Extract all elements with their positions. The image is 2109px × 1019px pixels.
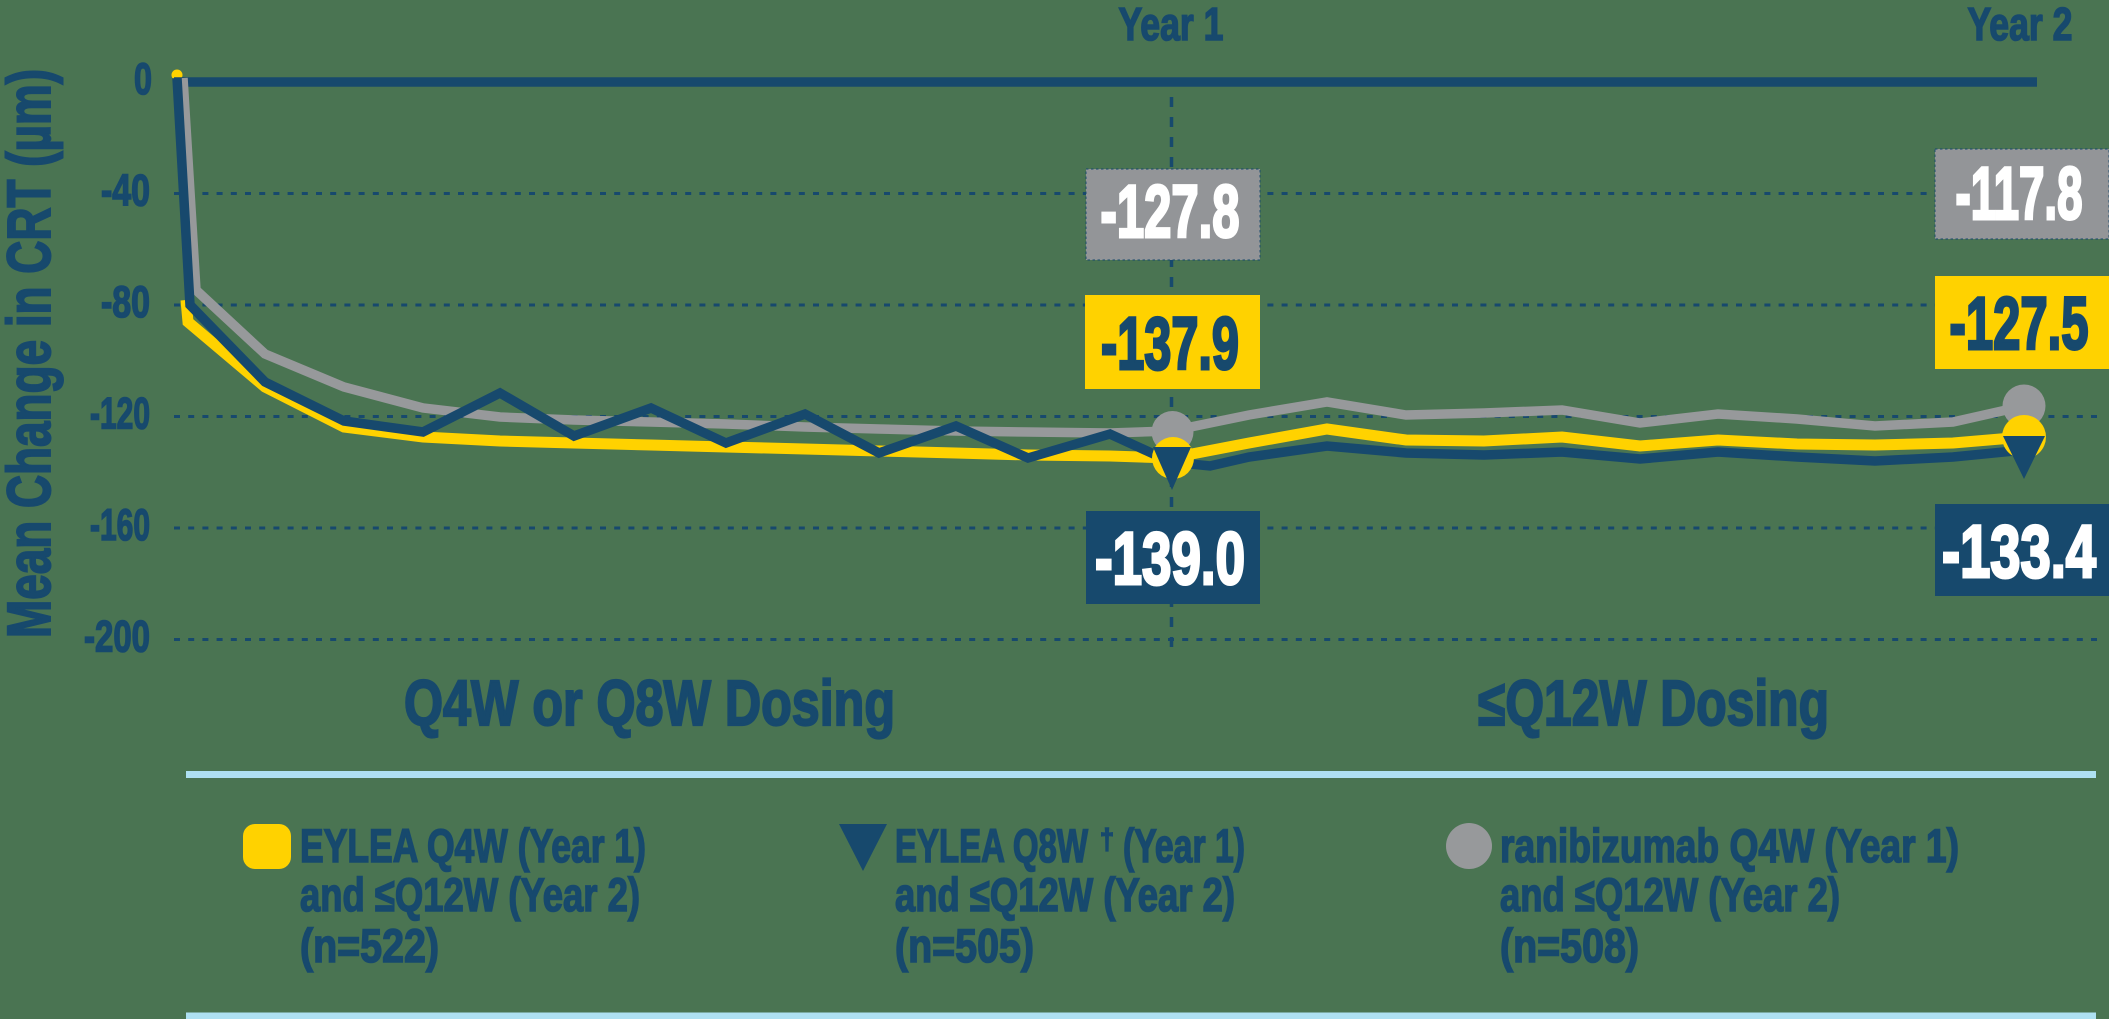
svg-text:Mean Change in CRT (µm): Mean Change in CRT (µm) — [0, 69, 63, 638]
svg-text:ranibizumab Q4W (Year 1): ranibizumab Q4W (Year 1) — [1500, 819, 1959, 872]
svg-text:0: 0 — [134, 55, 152, 104]
svg-text:Year 2: Year 2 — [1968, 0, 2073, 50]
svg-text:-200: -200 — [84, 613, 150, 662]
svg-text:Year 1: Year 1 — [1119, 0, 1224, 50]
svg-text:-127.5: -127.5 — [1950, 282, 2089, 365]
svg-text:EYLEA Q4W (Year 1): EYLEA Q4W (Year 1) — [300, 819, 646, 872]
svg-text:(Year 1): (Year 1) — [1123, 819, 1245, 872]
svg-text:(n=522): (n=522) — [300, 919, 439, 972]
svg-text:(n=508): (n=508) — [1500, 919, 1639, 972]
svg-text:-117.8: -117.8 — [1956, 152, 2083, 235]
svg-text:-120: -120 — [90, 390, 150, 439]
svg-text:-40: -40 — [101, 167, 150, 216]
svg-text:and ≤Q12W (Year 2): and ≤Q12W (Year 2) — [895, 868, 1235, 921]
svg-text:-133.4: -133.4 — [1942, 510, 2096, 593]
svg-text:(n=505): (n=505) — [895, 919, 1034, 972]
svg-text:-127.8: -127.8 — [1101, 170, 1240, 253]
svg-text:and ≤Q12W (Year 2): and ≤Q12W (Year 2) — [300, 868, 640, 921]
svg-text:and ≤Q12W (Year 2): and ≤Q12W (Year 2) — [1500, 868, 1840, 921]
svg-text:-139.0: -139.0 — [1095, 517, 1245, 600]
svg-text:-160: -160 — [90, 501, 150, 550]
svg-text:-137.9: -137.9 — [1101, 302, 1239, 385]
svg-text:-80: -80 — [101, 278, 150, 327]
svg-text:EYLEA Q8W: EYLEA Q8W — [895, 819, 1088, 872]
svg-text:Q4W or Q8W Dosing: Q4W or Q8W Dosing — [404, 667, 895, 739]
svg-text:†: † — [1100, 824, 1114, 856]
svg-text:≤Q12W Dosing: ≤Q12W Dosing — [1478, 667, 1829, 739]
